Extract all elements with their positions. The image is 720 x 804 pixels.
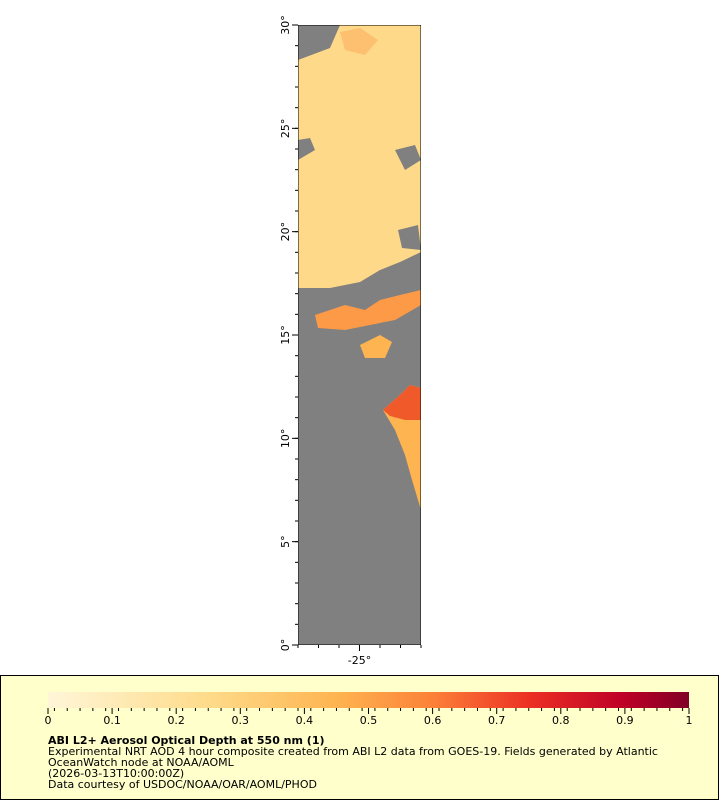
legend-line: Experimental NRT AOD 4 hour composite cr…	[48, 745, 658, 758]
map-image	[298, 25, 421, 645]
y-tick-label: 30°	[279, 15, 292, 35]
colorbar-tick-label: 1	[686, 714, 693, 727]
colorbar-tick-label: 0.8	[552, 714, 570, 727]
y-tick-label: 15°	[279, 325, 292, 345]
colorbar-tick-label: 0.3	[232, 714, 250, 727]
aerosol-field	[315, 290, 421, 330]
colorbar-tick-label: 0.4	[296, 714, 314, 727]
aerosol-field	[360, 335, 392, 358]
x-tick-label: -25°	[348, 654, 371, 667]
aerosol-field	[340, 28, 378, 55]
colorbar-tick-label: 0.1	[103, 714, 121, 727]
legend-title: ABI L2+ Aerosol Optical Depth at 550 nm …	[48, 734, 325, 747]
no-data	[298, 25, 340, 58]
y-tick-label: 5°	[279, 535, 292, 548]
no-data	[298, 138, 315, 160]
aerosol-field	[383, 385, 421, 420]
colorbar-tick-label: 0.6	[424, 714, 442, 727]
colorbar-tick-label: 0.5	[360, 714, 378, 727]
y-tick-label: 10°	[279, 429, 292, 449]
colorbar	[48, 692, 689, 708]
colorbar-tick-label: 0.9	[616, 714, 634, 727]
no-data	[395, 145, 421, 170]
aerosol-field	[298, 25, 421, 288]
y-tick-label: 25°	[279, 119, 292, 139]
colorbar-tick-label: 0	[45, 714, 52, 727]
legend-line: (2026-03-13T10:00:00Z)	[48, 767, 184, 780]
y-tick-label: 20°	[279, 222, 292, 242]
legend-line: Data courtesy of USDOC/NOAA/OAR/AOML/PHO…	[48, 778, 317, 791]
no-data	[398, 225, 421, 250]
y-tick-label: 0°	[279, 639, 292, 652]
colorbar-tick-label: 0.7	[488, 714, 506, 727]
legend-line: OceanWatch node at NOAA/AOML	[48, 756, 235, 769]
colorbar-tick-label: 0.2	[167, 714, 185, 727]
